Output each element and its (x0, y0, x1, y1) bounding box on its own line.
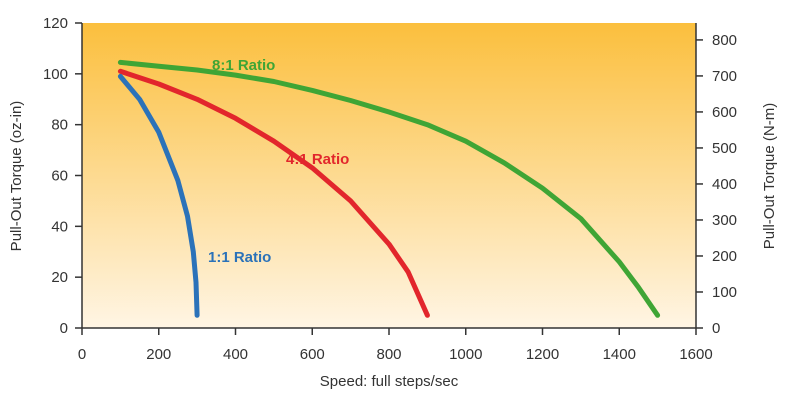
x-ticks: 0 200 400 600 800 1000 1200 1400 1600 (78, 328, 713, 363)
y2-tick-label: 300 (712, 212, 737, 229)
series-line-0 (117, 59, 661, 318)
x-tick-label: 400 (223, 346, 248, 363)
y2-axis-title: Pull-Out Torque (N-m) (761, 103, 778, 249)
y-tick-label: 40 (51, 218, 68, 235)
y2-tick-label: 0 (712, 320, 720, 337)
y2-tick-label: 200 (712, 248, 737, 265)
series-layer (117, 59, 661, 318)
plot-background (82, 23, 696, 328)
x-tick-label: 1400 (603, 346, 636, 363)
y2-tick-label: 400 (712, 176, 737, 193)
series-label-8-1: 8:1 Ratio (212, 57, 275, 74)
series-line-1 (117, 68, 430, 318)
y2-tick-label: 500 (712, 140, 737, 157)
y-tick-label: 80 (51, 117, 68, 134)
series-line-2 (117, 73, 200, 318)
y2-tick-label: 600 (712, 104, 737, 121)
y2-tick-label: 800 (712, 32, 737, 49)
y-tick-label: 100 (43, 66, 68, 83)
x-tick-label: 1000 (449, 346, 482, 363)
y-axis-title: Pull-Out Torque (oz-in) (8, 101, 25, 252)
y2-ticks: 0 100 200 300 400 500 600 700 800 (696, 32, 737, 337)
y2-tick-label: 700 (712, 68, 737, 85)
y-tick-label: 120 (43, 15, 68, 32)
x-axis-title: Speed: full steps/sec (320, 373, 459, 390)
y2-tick-label: 100 (712, 284, 737, 301)
y-ticks: 0 20 40 60 80 100 120 (43, 15, 82, 337)
y-tick-label: 0 (60, 320, 68, 337)
series-label-1-1: 1:1 Ratio (208, 249, 271, 266)
y-tick-label: 20 (51, 269, 68, 286)
x-tick-label: 0 (78, 346, 86, 363)
series-label-4-1: 4:1 Ratio (286, 151, 349, 168)
x-tick-label: 800 (376, 346, 401, 363)
x-tick-label: 1200 (526, 346, 559, 363)
x-tick-label: 1600 (679, 346, 712, 363)
x-tick-label: 600 (300, 346, 325, 363)
y-tick-label: 60 (51, 168, 68, 185)
x-tick-label: 200 (146, 346, 171, 363)
